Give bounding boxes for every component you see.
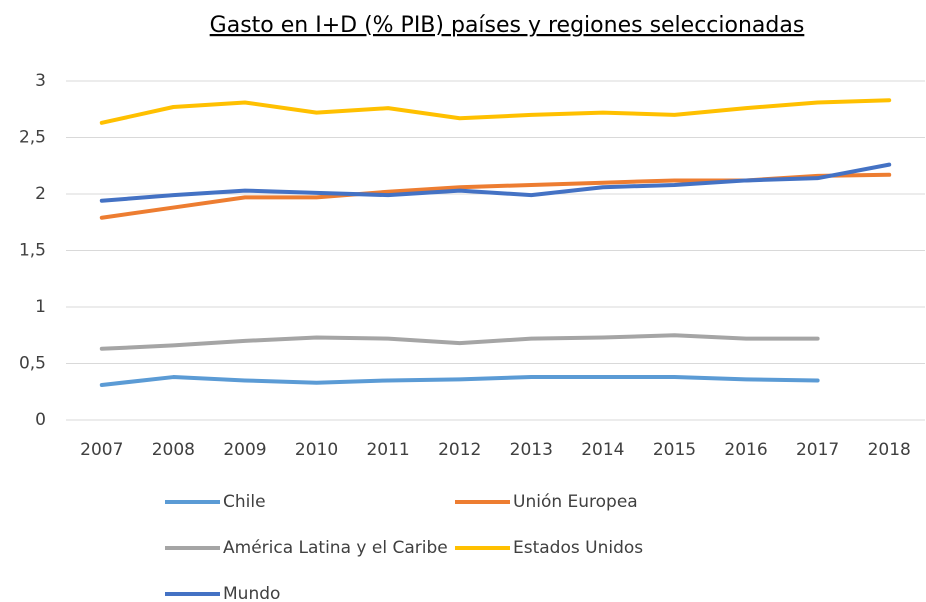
- x-tick-label: 2017: [796, 440, 839, 460]
- x-tick-label: 2015: [653, 440, 696, 460]
- legend-label: América Latina y el Caribe: [223, 538, 448, 558]
- chart-title: Gasto en I+D (% PIB) países y regiones s…: [210, 13, 805, 38]
- x-tick-label: 2018: [868, 440, 911, 460]
- x-tick-label: 2007: [80, 440, 123, 460]
- series-line: [99, 375, 820, 387]
- y-tick-label: 2: [35, 184, 46, 204]
- y-tick-label: 0: [35, 410, 46, 430]
- series-line: [99, 333, 820, 351]
- x-tick-label: 2013: [510, 440, 553, 460]
- y-tick-label: 1,5: [19, 241, 46, 261]
- legend-label: Unión Europea: [513, 492, 638, 512]
- x-tick-label: 2014: [581, 440, 624, 460]
- y-tick-label: 0,5: [19, 354, 46, 374]
- x-tick-label: 2012: [438, 440, 481, 460]
- legend-label: Mundo: [223, 584, 280, 602]
- y-tick-label: 1: [35, 297, 46, 317]
- x-tick-label: 2010: [295, 440, 338, 460]
- series-line: [99, 162, 892, 203]
- series-line: [99, 98, 892, 125]
- x-tick-label: 2016: [724, 440, 767, 460]
- legend-label: Estados Unidos: [513, 538, 643, 558]
- x-tick-label: 2009: [223, 440, 266, 460]
- y-tick-label: 3: [35, 71, 46, 91]
- y-tick-label: 2,5: [19, 128, 46, 148]
- x-tick-label: 2011: [366, 440, 409, 460]
- legend-label: Chile: [223, 492, 266, 512]
- x-tick-label: 2008: [152, 440, 195, 460]
